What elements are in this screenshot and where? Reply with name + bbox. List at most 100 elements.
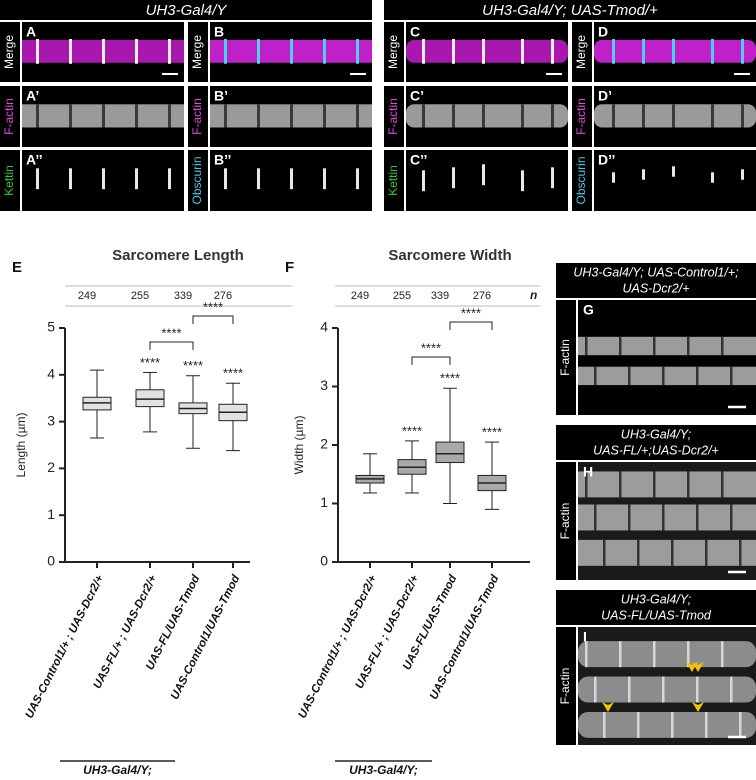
actin-band <box>406 104 568 128</box>
y-tick-label: 3 <box>320 377 328 393</box>
panel-letter: I <box>583 629 587 645</box>
z-disc <box>711 39 714 64</box>
panel-letter: A <box>26 24 36 40</box>
panel-title: UAS-FL/UAS-Tmod <box>601 608 712 622</box>
channel-strip <box>572 22 592 82</box>
z-disc <box>257 168 260 190</box>
z-disc <box>257 39 260 64</box>
y-axis-title: Width (µm) <box>292 416 306 475</box>
panel-letter: B’’ <box>214 152 231 168</box>
myofibril <box>578 336 756 356</box>
z-disc <box>224 39 227 64</box>
z-disc <box>653 471 656 498</box>
arrowhead <box>602 702 614 712</box>
z-disc <box>521 104 524 128</box>
y-tick-label: 5 <box>47 319 55 335</box>
z-disc <box>452 104 455 128</box>
z-disc <box>721 336 724 356</box>
comparison-label: **** <box>203 299 223 314</box>
n-value: 249 <box>351 290 369 302</box>
z-disc <box>721 471 724 498</box>
z-disc <box>224 168 227 190</box>
panel-letter: G <box>583 302 594 318</box>
z-disc <box>521 170 524 192</box>
n-value: 276 <box>214 290 232 302</box>
n-value: 249 <box>78 290 96 302</box>
channel-strip <box>0 150 20 211</box>
z-disc <box>422 39 425 64</box>
z-disc <box>619 471 622 498</box>
y-tick-label: 3 <box>47 412 55 428</box>
y-axis-title: Length (µm) <box>14 413 28 478</box>
myofibril <box>578 676 756 703</box>
z-disc <box>628 504 631 531</box>
panel-letter: D’’ <box>598 152 615 168</box>
comparison-label: **** <box>161 325 181 340</box>
z-disc <box>69 168 72 190</box>
z-disc <box>594 504 597 531</box>
comparison-label: **** <box>461 305 481 320</box>
y-tick-label: 1 <box>47 506 55 522</box>
arrowhead <box>692 702 704 712</box>
panel-title: UH3-Gal4/Y; UAS-Control1/+; <box>573 265 739 279</box>
channel-label: Kettin <box>386 165 400 196</box>
z-disc <box>551 39 554 64</box>
n-value: 339 <box>174 290 192 302</box>
micrograph <box>578 300 756 415</box>
z-disc <box>585 336 588 356</box>
z-disc <box>721 641 724 668</box>
z-disc <box>671 539 674 566</box>
z-disc <box>741 39 744 64</box>
title-bar <box>556 263 756 298</box>
panel-letter: C’’ <box>410 152 427 168</box>
panel-letter: A’ <box>26 88 39 104</box>
y-tick-label: 4 <box>320 319 328 335</box>
z-disc <box>671 711 674 738</box>
z-disc <box>628 366 631 386</box>
myofibril <box>578 641 756 668</box>
bracket <box>411 356 451 365</box>
group-title: UH3-Gal4/Y <box>146 2 228 19</box>
z-disc <box>102 168 105 190</box>
panel-letter: C <box>410 24 420 40</box>
z-disc <box>594 676 597 703</box>
channel-label: Obscurin <box>574 156 588 204</box>
panel-letter: C’ <box>410 88 424 104</box>
z-disc <box>551 104 554 128</box>
y-tick-label: 1 <box>320 494 328 510</box>
z-disc <box>135 168 138 190</box>
z-disc <box>662 504 665 531</box>
z-disc <box>730 676 733 703</box>
z-disc <box>521 39 524 64</box>
z-disc <box>739 711 742 738</box>
channel-label: Obscurin <box>190 156 204 204</box>
z-disc <box>422 170 425 192</box>
z-disc <box>612 39 615 64</box>
z-disc <box>36 39 39 64</box>
channel-label: Merge <box>190 35 204 69</box>
myofibril <box>578 504 756 531</box>
panel-letter: D <box>598 24 608 40</box>
z-disc <box>452 39 455 64</box>
z-disc <box>290 39 293 64</box>
x-tick-label: UAS-FL/+ ; UAS-Dcr2/+ <box>92 573 160 691</box>
footer: UH3-Gal4/Y; <box>349 763 418 777</box>
z-disc <box>356 168 359 190</box>
z-disc <box>482 39 485 64</box>
z-disc <box>696 676 699 703</box>
y-tick-label: 0 <box>47 553 55 569</box>
group-title: UH3-Gal4/Y; UAS-Tmod/+ <box>482 2 658 19</box>
z-disc <box>612 172 615 183</box>
significance: **** <box>482 425 502 440</box>
micrograph <box>406 150 568 211</box>
micrograph <box>594 150 756 211</box>
z-disc <box>323 39 326 64</box>
channel-label: Merge <box>2 35 16 69</box>
z-disc <box>642 104 645 128</box>
channel-label: F-actin <box>558 668 572 705</box>
z-disc <box>257 104 260 128</box>
z-disc <box>687 336 690 356</box>
z-disc <box>653 336 656 356</box>
z-disc <box>603 711 606 738</box>
z-disc <box>36 168 39 190</box>
